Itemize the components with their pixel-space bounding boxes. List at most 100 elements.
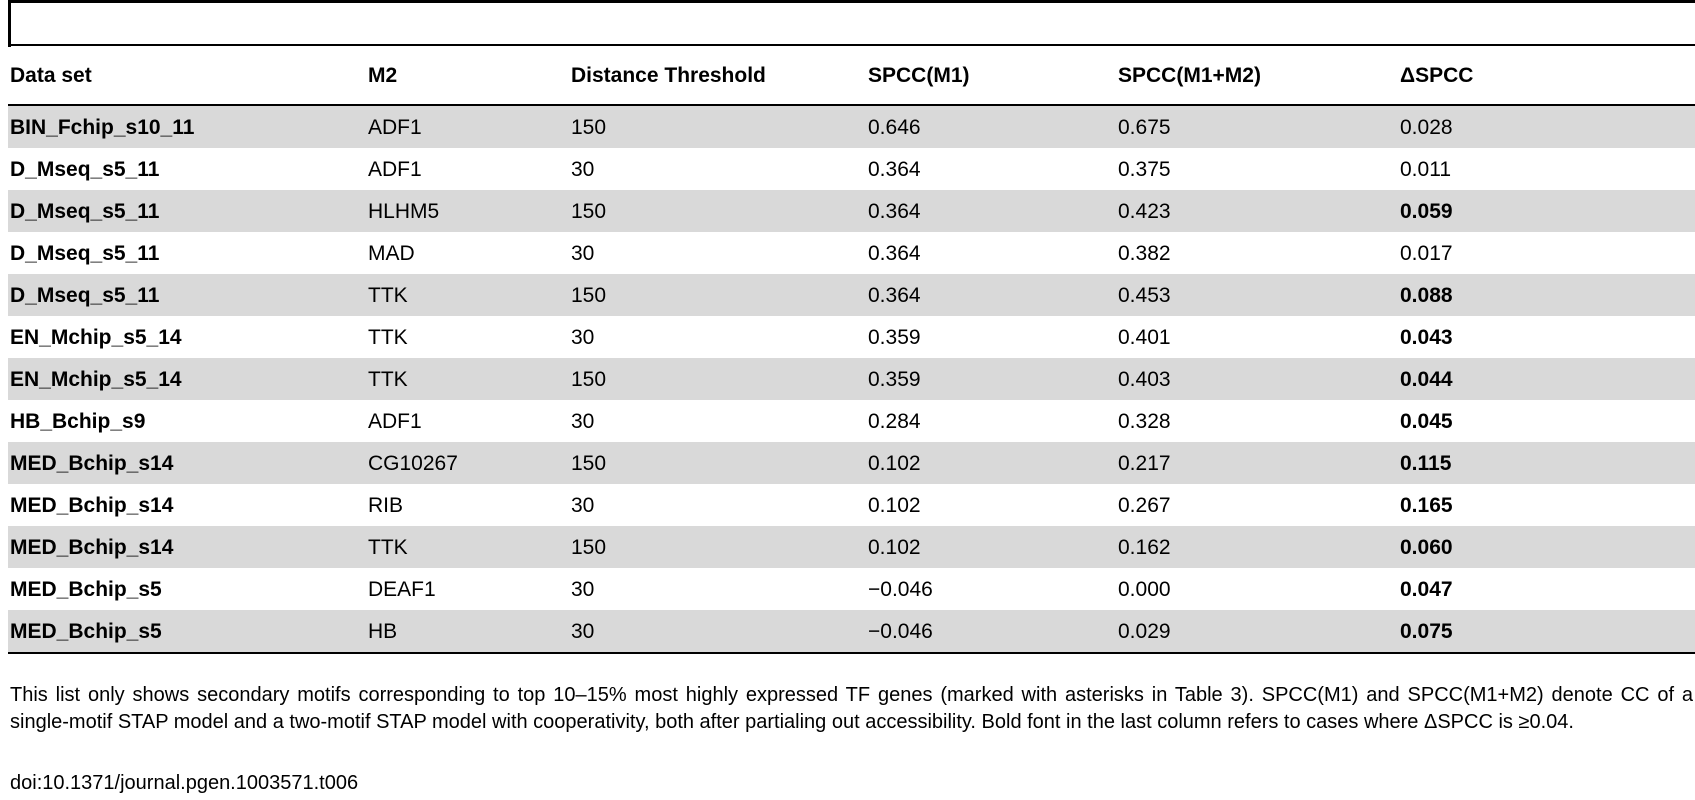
cell-delta-spcc: 0.044 <box>1398 358 1695 400</box>
cell-delta-spcc: 0.075 <box>1398 610 1695 654</box>
cell-delta-spcc: 0.115 <box>1398 442 1695 484</box>
cell-m2: MAD <box>368 241 415 265</box>
cell-m2: HB <box>366 610 569 654</box>
table-row: MED_Bchip_s5 DEAF1 30 −0.046 0.000 0.047 <box>8 568 1695 610</box>
cell-m2: ADF1 <box>366 105 569 148</box>
cell-data-set: D_Mseq_s5_11 <box>10 241 160 265</box>
cell-distance-threshold: 150 <box>569 442 866 484</box>
cell-m2: DEAF1 <box>368 577 436 601</box>
cell-delta-spcc: 0.017 <box>1400 241 1453 265</box>
cell-m2: TTK <box>366 358 569 400</box>
cell-m2: HLHM5 <box>366 190 569 232</box>
cell-spcc-m1: 0.364 <box>868 241 921 265</box>
cell-spcc-m1-m2: 0.029 <box>1116 610 1398 654</box>
table-row: BIN_Fchip_s10_11 ADF1 150 0.646 0.675 0.028 <box>8 105 1695 148</box>
cell-distance-threshold: 30 <box>569 610 866 654</box>
cell-spcc-m1: 0.102 <box>868 493 921 517</box>
cell-delta-spcc: 0.045 <box>1400 409 1453 433</box>
cell-spcc-m1: 0.359 <box>866 358 1116 400</box>
cell-spcc-m1: 0.364 <box>866 190 1116 232</box>
cell-spcc-m1-m2: 0.453 <box>1116 274 1398 316</box>
cell-delta-spcc: 0.165 <box>1400 493 1453 517</box>
cell-distance-threshold: 150 <box>569 190 866 232</box>
cell-data-set: BIN_Fchip_s10_11 <box>8 105 366 148</box>
doi-text: doi:10.1371/journal.pgen.1003571.t006 <box>10 772 359 794</box>
table-row: MED_Bchip_s14 CG10267 150 0.102 0.217 0.115 <box>8 442 1695 484</box>
table-row: EN_Mchip_s5_14 TTK 30 0.359 0.401 0.043 <box>8 316 1695 358</box>
cell-m2: CG10267 <box>366 442 569 484</box>
cell-distance-threshold: 30 <box>571 493 595 517</box>
cell-spcc-m1-m2: 0.162 <box>1116 526 1398 568</box>
cell-spcc-m1: 0.102 <box>866 442 1116 484</box>
table-body: BIN_Fchip_s10_11 ADF1 150 0.646 0.675 0.028 D_… <box>8 105 1695 654</box>
cell-delta-spcc: 0.088 <box>1398 274 1695 316</box>
cell-m2: TTK <box>366 274 569 316</box>
table-footnote: This list only shows secondary motifs co… <box>10 684 1693 733</box>
cell-distance-threshold: 150 <box>569 358 866 400</box>
cell-data-set: MED_Bchip_s14 <box>8 526 366 568</box>
cell-m2: TTK <box>366 526 569 568</box>
cell-distance-threshold: 30 <box>571 241 595 265</box>
header-m2: M2 <box>366 44 569 106</box>
table-header-row: Data set M2 Distance Threshold SPCC(M1) … <box>8 44 1695 106</box>
cell-spcc-m1-m2: 0.000 <box>1118 577 1171 601</box>
cell-m2: RIB <box>368 493 404 517</box>
cell-spcc-m1-m2: 0.267 <box>1118 493 1171 517</box>
cell-spcc-m1: −0.046 <box>868 577 933 601</box>
header-spcc-m1: SPCC(M1) <box>866 44 1116 106</box>
cell-spcc-m1: 0.359 <box>868 325 921 349</box>
cell-data-set: HB_Bchip_s9 <box>10 409 146 433</box>
cell-delta-spcc: 0.028 <box>1398 105 1695 148</box>
cell-spcc-m1: −0.046 <box>866 610 1116 654</box>
data-table: Data set M2 Distance Threshold SPCC(M1) … <box>8 44 1695 654</box>
table-row: D_Mseq_s5_11 TTK 150 0.364 0.453 0.088 <box>8 274 1695 316</box>
cell-data-set: MED_Bchip_s14 <box>8 442 366 484</box>
cell-data-set: MED_Bchip_s5 <box>8 610 366 654</box>
cell-delta-spcc: 0.060 <box>1398 526 1695 568</box>
table-row: MED_Bchip_s14 RIB 30 0.102 0.267 0.165 <box>8 484 1695 526</box>
cell-distance-threshold: 30 <box>571 325 595 349</box>
cell-distance-threshold: 150 <box>569 274 866 316</box>
cell-data-set: D_Mseq_s5_11 <box>8 274 366 316</box>
table-row: D_Mseq_s5_11 HLHM5 150 0.364 0.423 0.059 <box>8 190 1695 232</box>
header-distance-threshold: Distance Threshold <box>569 44 866 106</box>
cell-spcc-m1: 0.364 <box>868 157 921 181</box>
top-rule <box>8 0 1695 3</box>
left-rule <box>8 0 11 47</box>
cell-data-set: D_Mseq_s5_11 <box>8 190 366 232</box>
cell-delta-spcc: 0.059 <box>1398 190 1695 232</box>
cell-spcc-m1-m2: 0.328 <box>1118 409 1171 433</box>
cell-data-set: EN_Mchip_s5_14 <box>8 358 366 400</box>
cell-spcc-m1-m2: 0.403 <box>1116 358 1398 400</box>
cell-spcc-m1-m2: 0.423 <box>1116 190 1398 232</box>
cell-delta-spcc: 0.043 <box>1400 325 1453 349</box>
cell-delta-spcc: 0.011 <box>1400 157 1451 181</box>
cell-m2: ADF1 <box>368 157 422 181</box>
cell-data-set: EN_Mchip_s5_14 <box>10 325 182 349</box>
cell-spcc-m1: 0.646 <box>866 105 1116 148</box>
cell-distance-threshold: 150 <box>569 526 866 568</box>
table-row: D_Mseq_s5_11 ADF1 30 0.364 0.375 0.011 <box>8 148 1695 190</box>
header-data-set: Data set <box>8 44 366 106</box>
cell-m2: TTK <box>368 325 408 349</box>
table-row: MED_Bchip_s5 HB 30 −0.046 0.029 0.075 <box>8 610 1695 654</box>
cell-spcc-m1-m2: 0.382 <box>1118 241 1171 265</box>
header-spcc-m1-m2: SPCC(M1+M2) <box>1116 44 1398 106</box>
cell-spcc-m1-m2: 0.217 <box>1116 442 1398 484</box>
cell-spcc-m1: 0.284 <box>868 409 921 433</box>
cell-distance-threshold: 30 <box>571 409 595 433</box>
table-row: D_Mseq_s5_11 MAD 30 0.364 0.382 0.017 <box>8 232 1695 274</box>
cell-spcc-m1-m2: 0.675 <box>1116 105 1398 148</box>
cell-distance-threshold: 30 <box>571 577 595 601</box>
cell-distance-threshold: 150 <box>569 105 866 148</box>
cell-spcc-m1-m2: 0.401 <box>1118 325 1171 349</box>
table-row: MED_Bchip_s14 TTK 150 0.102 0.162 0.060 <box>8 526 1695 568</box>
cell-distance-threshold: 30 <box>571 157 595 181</box>
cell-spcc-m1-m2: 0.375 <box>1118 157 1171 181</box>
cell-spcc-m1: 0.102 <box>866 526 1116 568</box>
cell-data-set: MED_Bchip_s5 <box>10 577 162 601</box>
cell-m2: ADF1 <box>368 409 422 433</box>
table-row: EN_Mchip_s5_14 TTK 150 0.359 0.403 0.044 <box>8 358 1695 400</box>
cell-delta-spcc: 0.047 <box>1400 577 1453 601</box>
cell-spcc-m1: 0.364 <box>866 274 1116 316</box>
